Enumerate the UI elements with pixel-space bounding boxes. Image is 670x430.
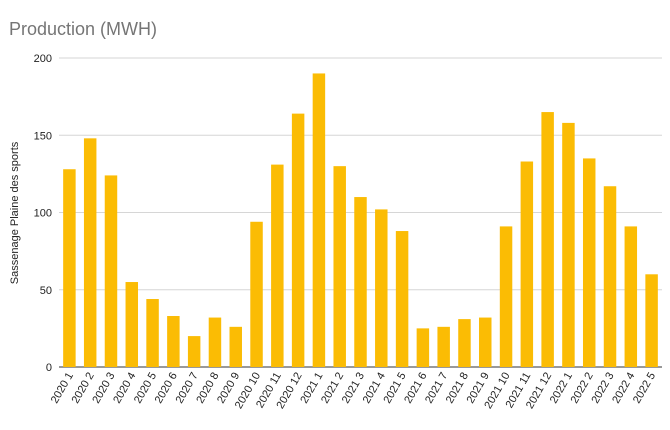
bar [271, 164, 284, 367]
bar [479, 317, 492, 367]
bar [541, 112, 554, 367]
y-axis-ticks: 0 50 100 150 200 [34, 53, 52, 374]
bar [63, 169, 76, 367]
y-axis-label: Sassenage Plaine des sports [9, 141, 21, 284]
bar [395, 231, 409, 367]
bar [229, 326, 242, 367]
bar [645, 274, 658, 367]
bar [582, 158, 596, 367]
bar [375, 209, 388, 367]
bar [354, 197, 367, 367]
bar [624, 226, 638, 367]
y-tick-label: 100 [34, 208, 52, 220]
bar [167, 316, 180, 367]
bar [603, 186, 617, 367]
bar [125, 282, 139, 367]
chart-title: Production (MWH) [9, 19, 158, 39]
bar [520, 161, 534, 367]
bar [499, 226, 513, 367]
bar [208, 317, 222, 367]
bar [437, 326, 450, 367]
bars [63, 73, 658, 368]
bar [291, 113, 305, 368]
y-tick-label: 200 [34, 53, 52, 65]
bar [187, 336, 201, 367]
y-tick-label: 0 [46, 362, 52, 374]
bar [146, 299, 159, 367]
bar [458, 319, 471, 367]
bar [562, 122, 575, 367]
bar [312, 73, 326, 367]
y-tick-label: 50 [40, 285, 52, 297]
bar [104, 175, 118, 367]
bar [333, 166, 346, 367]
bar [83, 138, 97, 367]
bar [250, 221, 263, 367]
bar [416, 328, 430, 367]
y-tick-label: 150 [34, 130, 52, 142]
